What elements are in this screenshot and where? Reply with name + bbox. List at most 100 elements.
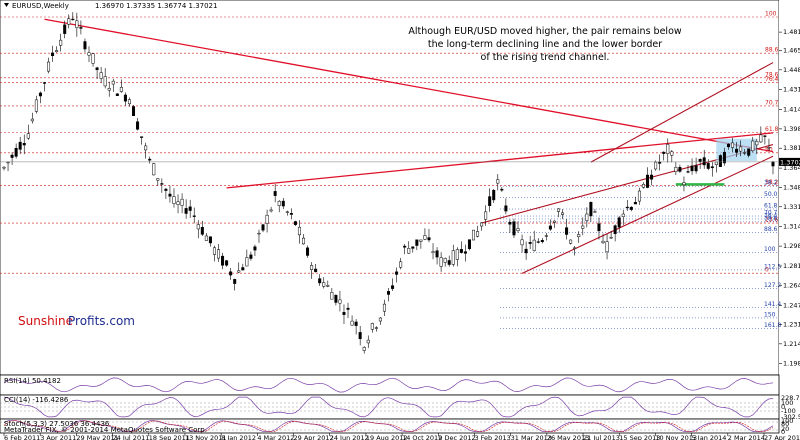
- candle-body-115: [467, 239, 471, 249]
- price-tick-label-2: 1.44880: [783, 66, 800, 74]
- candle-body-41: [168, 193, 172, 197]
- candle-body-69: [281, 200, 285, 207]
- price-axis-area: [779, 0, 800, 375]
- candle-body-57: [233, 279, 237, 284]
- price-tick-label-17: 1.19800: [783, 360, 800, 368]
- candle-body-168: [682, 182, 686, 186]
- candle-body-79: [322, 282, 326, 287]
- channel-lower: [521, 155, 774, 274]
- candle-body-169: [686, 171, 690, 173]
- chart-ohlc-label: 1.36970 1.37335 1.36774 1.37021: [95, 2, 217, 10]
- brand-name-part1: Sunshine: [18, 314, 73, 328]
- candle-body-67: [273, 191, 277, 196]
- candle-body-84: [342, 312, 346, 315]
- cci-tick-4: -302.571: [781, 413, 800, 421]
- price-tick-label-9: 1.33190: [783, 203, 800, 211]
- candles-layer: [2, 12, 775, 354]
- candle-body-117: [476, 231, 480, 237]
- candle-body-31: [127, 99, 131, 105]
- date-label-18: 10 Nov 2013: [655, 434, 697, 440]
- rising-support-line: [226, 132, 774, 189]
- candle-body-87: [354, 321, 358, 326]
- candle-body-12: [51, 52, 55, 57]
- candle-body-7: [30, 118, 34, 122]
- candle-body-89: [362, 347, 366, 351]
- candle-body-85: [346, 307, 350, 310]
- candle-body-37: [152, 163, 156, 176]
- candle-body-4: [18, 141, 22, 150]
- candle-body-74: [301, 237, 306, 245]
- price-tick-label-1: 1.46510: [783, 47, 800, 55]
- date-label-5: 13 Nov 2011: [185, 434, 227, 440]
- candle-body-38: [156, 178, 160, 181]
- candle-body-3: [14, 147, 18, 157]
- candle-body-108: [439, 257, 443, 267]
- candle-body-1: [6, 161, 10, 164]
- candle-body-29: [119, 87, 123, 92]
- fib-blue-label-11: 150: [764, 311, 776, 318]
- channel-upper-2: [590, 62, 774, 163]
- candle-body-105: [427, 237, 431, 241]
- price-tick-label-15: 1.23130: [783, 321, 800, 329]
- date-label-21: 27 Apr 2014: [764, 434, 800, 440]
- candle-body-139: [565, 227, 569, 235]
- candle-body-36: [148, 158, 152, 161]
- candle-body-136: [552, 220, 556, 223]
- price-tick-label-7: 1.36490: [783, 164, 800, 172]
- candle-body-133: [540, 239, 544, 243]
- date-label-13: 3 Feb 2013: [474, 434, 510, 440]
- candle-body-179: [726, 143, 730, 148]
- price-tick-label-12: 1.28140: [783, 262, 800, 270]
- date-label-7: 4 Mar 2012: [257, 434, 294, 440]
- candle-body-44: [180, 198, 184, 206]
- candle-body-154: [625, 206, 629, 209]
- candle-body-90: [366, 339, 370, 344]
- candle-body-2: [10, 154, 14, 158]
- current-price-label: 1.37021: [780, 158, 800, 166]
- fib-blue-label-2: 61.8: [764, 203, 778, 210]
- candle-body-176: [714, 161, 718, 165]
- candle-body-65: [265, 214, 269, 224]
- fib-red-label-4: 70.7: [765, 99, 779, 106]
- candle-body-63: [257, 232, 261, 235]
- candle-body-183: [743, 152, 747, 154]
- candle-body-93: [378, 317, 382, 322]
- candle-body-121: [492, 189, 496, 201]
- candle-body-52: [212, 247, 216, 255]
- candle-body-159: [646, 174, 650, 188]
- collapse-triangle-icon[interactable]: [4, 3, 9, 7]
- candle-body-28: [115, 93, 119, 96]
- candle-body-174: [706, 163, 710, 169]
- cci-label: CCI(14) -116.4286: [4, 396, 69, 404]
- candle-body-170: [690, 165, 694, 172]
- annotation-line-3: of the rising trend channel.: [481, 52, 610, 63]
- candle-body-123: [500, 188, 504, 191]
- candle-body-120: [488, 196, 492, 206]
- candle-body-42: [172, 196, 176, 204]
- candle-body-16: [67, 18, 71, 25]
- candle-body-140: [569, 239, 573, 244]
- candle-body-150: [609, 236, 613, 239]
- candle-body-116: [471, 229, 476, 241]
- candle-body-127: [516, 228, 520, 231]
- candle-body-157: [637, 190, 641, 202]
- date-label-6: 8 Jan 2012: [221, 434, 256, 440]
- candle-body-6: [26, 133, 30, 139]
- candle-body-184: [747, 148, 751, 156]
- date-label-2: 29 May 2011: [76, 434, 118, 440]
- candle-body-137: [556, 208, 560, 212]
- price-tick-label-0: 1.48100: [783, 28, 800, 36]
- date-label-17: 15 Sep 2013: [619, 434, 660, 440]
- candle-body-49: [200, 227, 204, 235]
- candle-body-182: [739, 146, 743, 152]
- annotation-line-2: the long-term declining line and the low…: [428, 39, 662, 50]
- stoch-label: Stoch(5,3,3) 27.5036 36.4436: [4, 420, 110, 428]
- candle-body-46: [188, 206, 192, 211]
- candle-body-18: [75, 20, 79, 29]
- candle-body-144: [585, 213, 589, 221]
- date-label-1: 3 Apr 2011: [40, 434, 76, 440]
- candle-body-11: [47, 61, 51, 72]
- candle-body-5: [22, 143, 26, 146]
